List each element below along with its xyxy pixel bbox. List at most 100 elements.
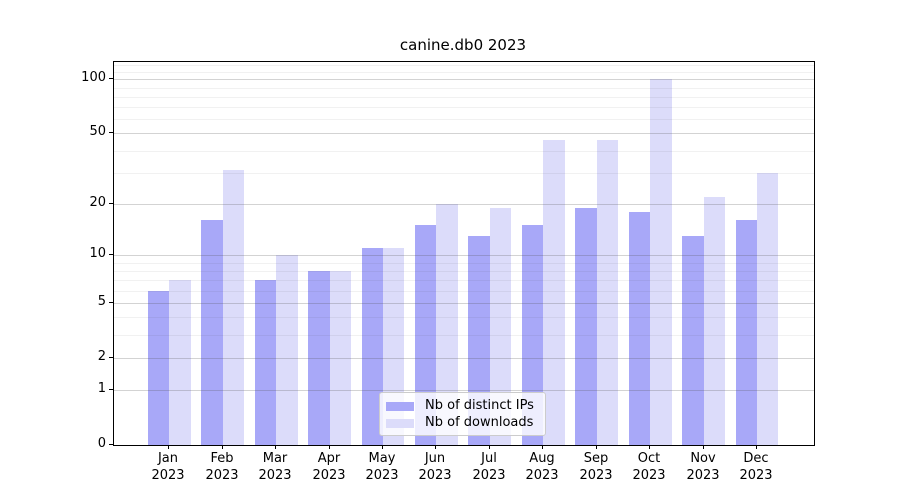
x-tick-label-nov: Nov 2023 bbox=[673, 450, 733, 484]
bar-distinct-ips-feb bbox=[201, 220, 223, 445]
y-tick-label-100: 100 bbox=[81, 70, 106, 85]
x-tick-label-feb: Feb 2023 bbox=[192, 450, 252, 484]
bar-downloads-jan bbox=[169, 280, 191, 445]
bar-downloads-aug bbox=[543, 140, 565, 445]
bar-downloads-oct bbox=[650, 79, 672, 445]
x-tick-mark-jun bbox=[435, 445, 436, 449]
minor-gridline-70 bbox=[114, 107, 814, 108]
x-tick-mark-jan bbox=[168, 445, 169, 449]
major-gridline-1 bbox=[114, 390, 814, 391]
x-tick-month-may: May bbox=[368, 451, 396, 466]
x-tick-year-feb: 2023 bbox=[205, 468, 239, 483]
minor-gridline-60 bbox=[114, 119, 814, 120]
x-tick-month-mar: Mar bbox=[262, 451, 288, 466]
y-tick-label-5: 5 bbox=[97, 294, 106, 309]
x-tick-year-oct: 2023 bbox=[632, 468, 666, 483]
bar-distinct-ips-jun bbox=[415, 225, 437, 445]
bar-distinct-ips-apr bbox=[308, 271, 330, 445]
x-tick-label-jan: Jan 2023 bbox=[138, 450, 198, 484]
x-tick-mark-mar bbox=[275, 445, 276, 449]
bar-distinct-ips-jan bbox=[147, 291, 170, 445]
x-tick-label-sep: Sep 2023 bbox=[566, 450, 626, 484]
minor-gridline-4 bbox=[114, 317, 814, 318]
bar-downloads-jun bbox=[436, 204, 458, 445]
minor-gridline-8 bbox=[114, 271, 814, 272]
bar-distinct-ips-mar bbox=[254, 280, 277, 445]
y-tick-mark-20 bbox=[109, 203, 113, 204]
x-tick-month-oct: Oct bbox=[637, 451, 661, 466]
x-tick-mark-sep bbox=[596, 445, 597, 449]
bar-downloads-apr bbox=[329, 271, 351, 445]
y-tick-mark-100 bbox=[109, 78, 113, 79]
minor-gridline-7 bbox=[114, 280, 814, 281]
x-tick-year-nov: 2023 bbox=[686, 468, 720, 483]
x-tick-month-apr: Apr bbox=[317, 451, 341, 466]
y-tick-mark-2 bbox=[109, 357, 113, 358]
x-tick-mark-apr bbox=[329, 445, 330, 449]
x-tick-label-may: May 2023 bbox=[352, 450, 412, 484]
x-tick-mark-feb bbox=[222, 445, 223, 449]
y-tick-mark-0 bbox=[109, 444, 113, 445]
major-gridline-100 bbox=[114, 79, 814, 80]
bar-distinct-ips-aug bbox=[521, 225, 544, 445]
bar-downloads-mar bbox=[276, 255, 298, 445]
legend-entry-distinct-ips: Nb of distinct IPs bbox=[386, 398, 536, 414]
legend: Nb of distinct IPs Nb of downloads bbox=[379, 392, 546, 436]
bar-downloads-feb bbox=[222, 170, 245, 445]
x-tick-year-dec: 2023 bbox=[739, 468, 773, 483]
minor-gridline-120 bbox=[114, 65, 814, 66]
bar-downloads-dec bbox=[757, 173, 779, 445]
x-tick-year-jul: 2023 bbox=[472, 468, 506, 483]
x-tick-month-sep: Sep bbox=[583, 451, 609, 466]
x-tick-year-jan: 2023 bbox=[151, 468, 185, 483]
x-tick-mark-may bbox=[382, 445, 383, 449]
major-gridline-50 bbox=[114, 133, 814, 134]
y-tick-label-0: 0 bbox=[97, 436, 106, 451]
y-tick-label-50: 50 bbox=[89, 124, 106, 139]
minor-gridline-90 bbox=[114, 88, 814, 89]
y-tick-mark-5 bbox=[109, 302, 113, 303]
major-gridline-20 bbox=[114, 204, 814, 205]
x-tick-month-jan: Jan bbox=[157, 451, 179, 466]
x-tick-label-mar: Mar 2023 bbox=[245, 450, 305, 484]
x-tick-year-aug: 2023 bbox=[525, 468, 559, 483]
bar-downloads-jul bbox=[489, 208, 512, 445]
minor-gridline-30 bbox=[114, 173, 814, 174]
bar-distinct-ips-dec bbox=[735, 220, 758, 445]
major-gridline-2 bbox=[114, 358, 814, 359]
bar-distinct-ips-sep bbox=[575, 208, 597, 445]
bar-downloads-nov bbox=[703, 197, 725, 445]
x-tick-label-oct: Oct 2023 bbox=[619, 450, 679, 484]
y-tick-label-2: 2 bbox=[97, 349, 106, 364]
bar-distinct-ips-oct bbox=[628, 212, 651, 445]
x-tick-label-jul: Jul 2023 bbox=[459, 450, 519, 484]
y-tick-mark-50 bbox=[109, 132, 113, 133]
y-tick-mark-10 bbox=[109, 254, 113, 255]
x-tick-label-jun: Jun 2023 bbox=[405, 450, 465, 484]
x-tick-mark-jul bbox=[489, 445, 490, 449]
minor-gridline-9 bbox=[114, 263, 814, 264]
major-gridline-10 bbox=[114, 255, 814, 256]
bar-distinct-ips-may bbox=[361, 248, 383, 445]
legend-swatch-distinct-ips bbox=[386, 401, 414, 411]
major-gridline-5 bbox=[114, 303, 814, 304]
minor-gridline-110 bbox=[114, 72, 814, 73]
x-tick-mark-nov bbox=[703, 445, 704, 449]
x-tick-label-apr: Apr 2023 bbox=[299, 450, 359, 484]
legend-entry-downloads: Nb of downloads bbox=[386, 415, 536, 431]
x-tick-mark-dec bbox=[756, 445, 757, 449]
x-tick-month-jul: Jul bbox=[481, 451, 497, 466]
x-tick-year-sep: 2023 bbox=[579, 468, 613, 483]
y-tick-label-1: 1 bbox=[97, 381, 106, 396]
x-tick-month-dec: Dec bbox=[743, 451, 769, 466]
y-tick-label-10: 10 bbox=[89, 246, 106, 261]
legend-label-downloads: Nb of downloads bbox=[425, 415, 534, 430]
x-tick-month-jun: Jun bbox=[424, 451, 446, 466]
x-tick-month-nov: Nov bbox=[690, 451, 716, 466]
legend-label-distinct-ips: Nb of distinct IPs bbox=[425, 398, 534, 413]
x-tick-year-jun: 2023 bbox=[418, 468, 452, 483]
x-tick-label-dec: Dec 2023 bbox=[726, 450, 786, 484]
y-tick-label-20: 20 bbox=[89, 195, 106, 210]
chart-title: canine.db0 2023 bbox=[399, 36, 527, 54]
